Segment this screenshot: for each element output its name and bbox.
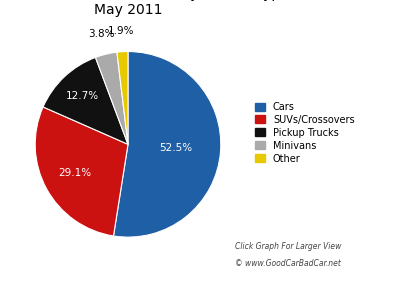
Wedge shape <box>35 107 128 236</box>
Wedge shape <box>96 52 128 144</box>
Legend: Cars, SUVs/Crossovers, Pickup Trucks, Minivans, Other: Cars, SUVs/Crossovers, Pickup Trucks, Mi… <box>254 100 356 166</box>
Text: 52.5%: 52.5% <box>160 143 193 153</box>
Text: 1.9%: 1.9% <box>108 26 134 36</box>
Wedge shape <box>117 52 128 144</box>
Wedge shape <box>43 57 128 144</box>
Wedge shape <box>114 52 221 237</box>
Text: 12.7%: 12.7% <box>66 91 99 101</box>
Text: © www.GoodCarBadCar.net: © www.GoodCarBadCar.net <box>235 259 341 268</box>
Title: U.S. Automotive Market Share By Vehicle Type
May 2011: U.S. Automotive Market Share By Vehicle … <box>0 0 289 18</box>
Text: Click Graph For Larger View: Click Graph For Larger View <box>235 242 341 251</box>
Text: 29.1%: 29.1% <box>58 168 92 178</box>
Text: 3.8%: 3.8% <box>88 29 114 39</box>
